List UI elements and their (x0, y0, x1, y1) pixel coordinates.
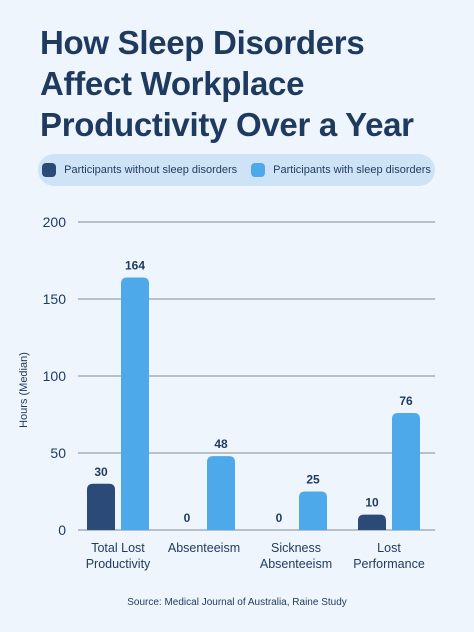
y-tick-label: 0 (58, 522, 66, 538)
x-tick-label: Performance (353, 557, 425, 571)
legend-label-without: Participants without sleep disorders (64, 164, 238, 176)
y-tick-label: 100 (43, 368, 67, 384)
bar-without (87, 483, 115, 530)
x-tick-label: Total Lost (91, 541, 145, 555)
y-tick-label: 150 (43, 291, 67, 307)
title-line-2: Affect Workplace (40, 65, 305, 102)
data-label: 25 (306, 473, 320, 487)
chart-title: How Sleep Disorders Affect Workplace Pro… (40, 22, 460, 145)
data-label: 164 (125, 258, 145, 272)
data-label: 0 (276, 511, 283, 525)
legend-swatch-without (42, 163, 57, 177)
x-tick-label: Productivity (86, 557, 151, 571)
data-label: 30 (94, 465, 108, 479)
bar-with (207, 456, 235, 530)
legend: Participants without sleep disorders Par… (38, 154, 435, 186)
x-tick-label: Absenteeism (260, 557, 332, 571)
bar-without (358, 514, 386, 530)
data-label: 10 (365, 496, 379, 510)
bar-with (299, 491, 327, 530)
legend-swatch-with (251, 163, 266, 177)
data-label: 76 (399, 394, 413, 408)
legend-label-with: Participants with sleep disorders (273, 164, 431, 176)
legend-item-with: Participants with sleep disorders (251, 163, 431, 177)
title-line-1: How Sleep Disorders (40, 24, 365, 61)
legend-item-without: Participants without sleep disorders (42, 163, 237, 177)
x-tick-label: Sickness (271, 541, 321, 555)
y-axis-label: Hours (Median) (18, 352, 30, 428)
y-tick-label: 200 (43, 214, 67, 230)
source-note: Source: Medical Journal of Australia, Ra… (127, 597, 347, 608)
bar-with (121, 277, 149, 530)
title-line-3: Productivity Over a Year (40, 106, 414, 143)
x-tick-label: Absenteeism (168, 541, 240, 555)
y-tick-label: 50 (50, 445, 66, 461)
data-label: 48 (214, 437, 228, 451)
bar-with (392, 412, 420, 530)
data-label: 0 (184, 511, 191, 525)
x-tick-label: Lost (377, 541, 401, 555)
